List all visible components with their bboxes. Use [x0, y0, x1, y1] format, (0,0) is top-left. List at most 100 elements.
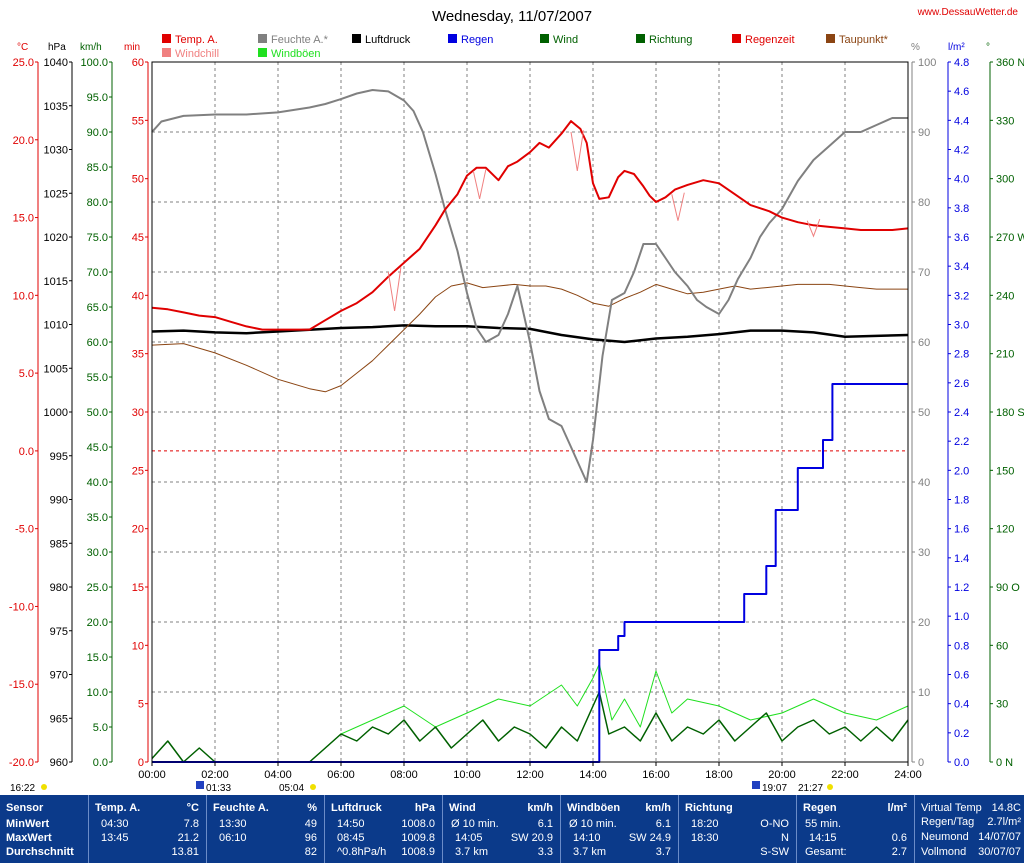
moonrise-icon	[196, 781, 204, 789]
legend-swatch	[162, 48, 171, 57]
pressure-tick-label: 965	[50, 713, 68, 725]
x-tick-label: 06:00	[327, 769, 355, 781]
humidity-unit: %	[911, 42, 920, 53]
legend: Temp. A. Windchill Feuchte A.* Windböen Luft…	[162, 34, 889, 60]
wind-tick-label: 50.0	[87, 407, 108, 419]
wind-tick-label: 95.0	[87, 92, 108, 104]
dawn-icon	[41, 784, 47, 790]
stats-direction-col: Richtung 18:20 O-NO 18:30 N S-SW	[678, 795, 797, 863]
stats-gust-run: 3.7 km	[573, 846, 607, 858]
rain-tick-label: 2.8	[954, 349, 969, 361]
rain-per-day-label: Regen/Tag	[921, 816, 975, 828]
wind-tick-label: 35.0	[87, 512, 108, 524]
legend-label: Regenzeit	[745, 34, 795, 46]
direction-tick-label: 240	[996, 290, 1014, 302]
legend-swatch	[636, 34, 645, 43]
moonrise-time: 01:33	[206, 783, 231, 794]
stats-gust-max-time: 14:10	[573, 832, 601, 844]
humidity-tick-label: 10	[918, 687, 930, 699]
temp-tick-label: 15.0	[13, 213, 34, 225]
rain-tick-label: 3.6	[954, 232, 969, 244]
pressure-tick-label: 985	[50, 538, 68, 550]
stats-pressure-col: Luftdruck hPa 14:50 1008.0 08:45 1009.8 …	[324, 795, 443, 863]
stats-rain-max-time: 14:15	[809, 832, 837, 844]
stats-label-min: MinWert	[6, 818, 50, 830]
x-tick-label: 24:00	[894, 769, 922, 781]
raintime-tick-label: 45	[132, 232, 144, 244]
stats-direction-min: O-NO	[760, 818, 789, 830]
rain-tick-label: 3.8	[954, 203, 969, 215]
wind-tick-label: 25.0	[87, 582, 108, 594]
pressure-tick-label: 960	[50, 757, 68, 769]
moonset-time: 19:07	[762, 783, 787, 794]
legend-swatch	[540, 34, 549, 43]
wind-tick-label: 30.0	[87, 547, 108, 559]
pressure-tick-label: 990	[50, 495, 68, 507]
raintime-tick-label: 5	[138, 699, 144, 711]
direction-tick-label: 300	[996, 174, 1014, 186]
series-line-taupunkt-	[151, 282, 908, 393]
stats-rain-duration: 55 min.	[805, 818, 842, 830]
stats-rain-total-label: Gesamt:	[805, 846, 847, 858]
humidity-tick-label: 80	[918, 197, 930, 209]
stats-sensor-header: Sensor	[6, 802, 44, 814]
humidity-tick-label: 30	[918, 547, 930, 559]
stats-humidity-header: Feuchte A.	[213, 802, 269, 814]
direction-tick-label: 150	[996, 465, 1014, 477]
stats-label-avg: Durchschnitt	[6, 846, 74, 858]
stats-temp-unit: °C	[186, 802, 199, 814]
new-moon-label: Neumond	[921, 831, 969, 843]
rain-tick-label: 1.8	[954, 495, 969, 507]
stats-gust-header: Windböen	[567, 802, 621, 814]
direction-tick-label: 0 N	[996, 757, 1013, 769]
stats-rain-total: 2.7	[891, 846, 907, 858]
direction-tick-label: 270 W	[996, 232, 1024, 244]
legend-label: Regen	[461, 34, 493, 46]
virtual-temp-label: Virtual Temp	[921, 802, 982, 814]
legend-swatch	[352, 34, 361, 43]
wind-tick-label: 80.0	[87, 197, 108, 209]
temp-tick-label: -10.0	[9, 601, 34, 613]
rain-tick-label: 1.4	[954, 553, 969, 565]
stats-temp-header: Temp. A.	[95, 802, 141, 814]
stats-wind-max: SW 20.9	[510, 832, 553, 844]
rain-tick-label: 4.6	[954, 86, 969, 98]
legend-swatch	[162, 34, 171, 43]
stats-humidity-min-time: 13:30	[219, 818, 247, 830]
stats-pressure-max-time: 08:45	[337, 832, 365, 844]
series-layer	[151, 89, 909, 763]
website-link[interactable]: www.DessauWetter.de	[917, 7, 1019, 18]
humidity-tick-label: 40	[918, 477, 930, 489]
rain-tick-label: 0.8	[954, 640, 969, 652]
raintime-tick-label: 25	[132, 465, 144, 477]
full-moon-label: Vollmond	[921, 846, 967, 858]
humidity-tick-label: 70	[918, 267, 930, 279]
dawn-time: 16:22	[10, 783, 35, 794]
legend-label: Windböen	[271, 48, 321, 60]
rain-tick-label: 3.0	[954, 320, 969, 332]
raintime-tick-label: 60	[132, 57, 144, 69]
rain-tick-label: 4.8	[954, 57, 969, 69]
stats-wind-avg: 3.3	[537, 846, 553, 858]
stats-gust-max: SW 24.9	[628, 832, 671, 844]
stats-humidity-min: 49	[304, 818, 317, 830]
series-line-luftdruck	[151, 324, 909, 344]
wind-tick-label: 65.0	[87, 302, 108, 314]
legend-label: Windchill	[175, 48, 219, 60]
wind-tick-label: 60.0	[87, 337, 108, 349]
stats-sensor-col: Sensor MinWert MaxWert Durchschnitt	[0, 795, 88, 863]
wind-tick-label: 45.0	[87, 442, 108, 454]
pressure-tick-label: 995	[50, 451, 68, 463]
legend-swatch	[258, 48, 267, 57]
chart-title: Wednesday, 11/07/2007	[432, 8, 592, 25]
x-tick-label: 16:00	[642, 769, 670, 781]
pressure-unit: hPa	[48, 42, 66, 53]
legend-label: Luftdruck	[365, 34, 411, 46]
rain-tick-label: 0.6	[954, 670, 969, 682]
stats-pressure-trend: ^0.8hPa/h	[337, 846, 387, 858]
rain-tick-label: 4.4	[954, 115, 969, 127]
stats-rain-header: Regen	[803, 802, 837, 814]
stats-rain-max: 0.6	[891, 832, 907, 844]
stats-extra-col: Virtual Temp 14.8C Regen/Tag 2.7l/m² Neu…	[914, 795, 1024, 863]
pressure-tick-label: 1040	[44, 57, 68, 69]
